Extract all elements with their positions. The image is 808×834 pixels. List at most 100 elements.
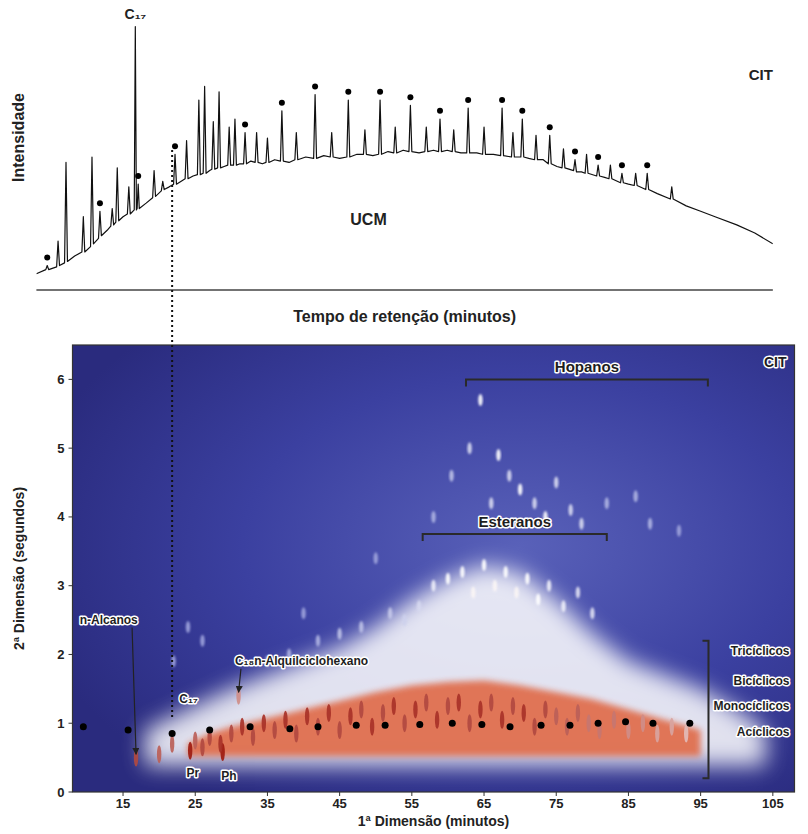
alkane-dot — [644, 162, 650, 168]
peak-spot — [482, 559, 486, 571]
peak-spot — [507, 470, 511, 482]
figure: C₁₇ UCM CIT Tempo de retenção (minutos) Inte… — [0, 0, 808, 834]
x-axis-title: Tempo de retenção (minutos) — [293, 308, 516, 325]
class-bracket — [702, 641, 708, 779]
alkane-dot — [595, 154, 601, 160]
alkane-dot — [622, 718, 629, 725]
peak-spot — [655, 725, 659, 743]
y-tick-label: 3 — [57, 578, 64, 593]
plot-frame — [73, 345, 795, 792]
annotation: UCM — [350, 211, 386, 228]
peak-spot — [525, 573, 529, 585]
peak-spot — [612, 711, 616, 729]
peak-spot — [511, 697, 515, 715]
x-tick-label: 65 — [477, 796, 491, 811]
peak-spot — [576, 704, 580, 722]
annotation: C₁₇ — [179, 692, 198, 706]
peak-spot — [431, 580, 435, 592]
peak-spot — [186, 621, 190, 633]
alkane-dot — [465, 97, 471, 103]
class-label: Tricíclicos — [731, 644, 790, 658]
x-tick-label: 15 — [116, 796, 130, 811]
peak-spot — [305, 707, 309, 725]
alkane-dot — [649, 720, 656, 727]
alkane-dot — [80, 723, 87, 730]
peak-spot — [402, 614, 406, 626]
peak-spot — [283, 711, 287, 729]
y-tick-label: 0 — [57, 785, 64, 800]
peak-spot — [514, 587, 518, 599]
x-tick-label: 55 — [405, 796, 419, 811]
annotation: Pr — [187, 766, 200, 780]
peak-spot — [301, 607, 305, 619]
peak-spot — [272, 721, 276, 739]
alkane-dot — [437, 108, 443, 114]
bracket — [423, 534, 607, 541]
peak-spot — [417, 600, 421, 612]
y-tick-label: 2 — [57, 647, 64, 662]
x-tick-label: 75 — [549, 796, 563, 811]
y-tick-label: 6 — [57, 372, 64, 387]
x-tick-label: 85 — [621, 796, 635, 811]
peak-spot — [677, 525, 681, 537]
peak-spot — [532, 497, 536, 509]
peak-spot — [561, 600, 565, 612]
peak-spot — [633, 490, 637, 502]
y-axis-title: 2ª Dimensão (segundos) — [11, 487, 27, 650]
y-tick-label: 4 — [57, 509, 65, 524]
peak-spot — [576, 587, 580, 599]
annotation: n-Alcanos — [80, 613, 138, 627]
peak-spot — [294, 725, 298, 743]
peak-spot — [381, 704, 385, 722]
peak-spot — [460, 566, 464, 578]
peak-spot — [240, 718, 244, 736]
peak-spot — [435, 711, 439, 729]
peak-spot — [641, 714, 645, 732]
peak-spot — [554, 477, 558, 489]
alkane-dot — [135, 173, 141, 179]
class-label: Bicíclicos — [733, 674, 789, 688]
y-axis-title: Intensidade — [10, 93, 27, 182]
trace — [36, 27, 772, 274]
class-label: Acíclicos — [737, 725, 790, 739]
peak-spot — [504, 566, 508, 578]
peak-spot — [518, 483, 522, 495]
peak-spot — [424, 694, 428, 712]
peak-spot — [648, 518, 652, 530]
alkane-dot — [312, 83, 318, 89]
peak-spot — [446, 573, 450, 585]
x-tick-label: 95 — [693, 796, 707, 811]
y-tick — [69, 723, 73, 724]
alkane-dot — [206, 727, 213, 734]
peak-spot — [392, 697, 396, 715]
y-tick-label: 5 — [57, 441, 64, 456]
class-label: Monocíclicos — [713, 699, 789, 713]
chart-title: CIT — [764, 354, 787, 370]
peak-spot — [402, 714, 406, 732]
envelope-area — [145, 565, 766, 766]
peak-spot — [359, 700, 363, 718]
peak-spot — [467, 714, 471, 732]
alkane-dot — [619, 162, 625, 168]
y-tick-label: 1 — [57, 716, 64, 731]
peak-spot — [359, 621, 363, 633]
alkane-dot — [242, 121, 248, 127]
y-tick — [69, 654, 73, 655]
alkane-dot — [595, 720, 602, 727]
bracket-label: Hopanos — [555, 358, 619, 375]
peak-spot — [500, 711, 504, 729]
alkane-dot — [382, 722, 389, 729]
x-tick-label: 105 — [762, 796, 784, 811]
peak-spot — [554, 707, 558, 725]
alkane-dot — [507, 723, 514, 730]
plot-1d — [36, 27, 772, 274]
alkane-dot — [314, 723, 321, 730]
alkane-dot — [377, 89, 383, 95]
peak-spot — [337, 628, 341, 640]
plot-2d — [80, 394, 766, 767]
peak-spot — [489, 694, 493, 712]
peak-spot — [431, 511, 435, 523]
alkane-dot — [97, 200, 103, 206]
plot-background — [73, 345, 795, 792]
y-tick — [69, 448, 73, 449]
